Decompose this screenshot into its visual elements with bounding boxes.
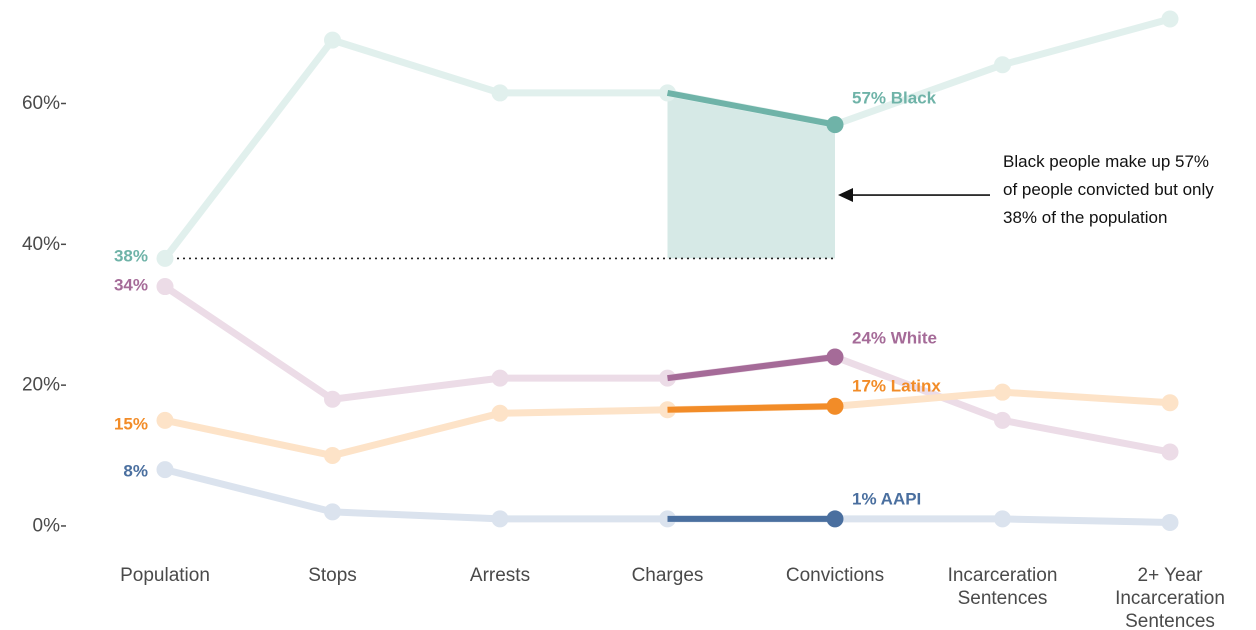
data-point-latinx-6 [1161,394,1179,412]
highlight-point-black [826,116,844,134]
data-point-aapi-1 [324,503,341,521]
x-category-label-line: Convictions [786,565,884,586]
highlight-segment-black [666,89,836,128]
x-category-label: Incarceration Sentences [948,565,1058,609]
x-category-label-line: Sentences [958,588,1048,609]
series-start-label-latinx: 15% [114,415,148,434]
data-point-latinx-0 [156,411,174,429]
data-point-aapi-6 [1161,513,1179,531]
x-category-label: 2+ Year Incarceration Sentences [1115,565,1225,630]
x-category-label-line: Incarceration [1115,588,1225,609]
x-category-label-line: Incarceration [948,565,1058,586]
data-point-white-1 [324,390,341,408]
highlight-point-white [826,348,844,366]
x-category-label: Convictions [786,565,884,586]
series-start-label-white: 34% [114,276,148,295]
x-category-label-line: Population [120,565,210,586]
data-point-white-0 [156,278,174,296]
data-point-latinx-1 [324,447,341,465]
series-start-label-black: 38% [114,247,148,266]
data-point-black-6 [1161,10,1179,28]
data-point-aapi-0 [156,461,174,479]
annotation-text-line: of people convicted but only [1003,180,1214,199]
annotation-text: Black people make up 57% of people convic… [1003,152,1214,227]
series-start-label-aapi: 8% [123,462,148,481]
series-label-layer: 38% 57% Black 34% 24% White 15% 17% Latinx 8% 1… [114,89,941,509]
series-end-label-black: 57% Black [852,89,937,108]
x-category-label: Population [120,565,210,586]
data-point-latinx-2 [491,404,509,422]
y-tick-label: 20% [22,375,60,396]
x-category-label: Arrests [470,565,530,586]
series-end-label-latinx: 17% Latinx [852,377,941,396]
series-end-label-aapi: 1% AAPI [852,490,921,509]
highlight-segment-white [667,353,836,382]
shaded-gap-area [667,92,835,259]
data-point-white-2 [491,369,509,387]
data-point-black-2 [491,84,509,102]
highlight-point-latinx [826,397,844,415]
x-category-label-line: Arrests [470,565,530,586]
x-category-label: Charges [632,565,704,586]
annotation-text-line: 38% of the population [1003,208,1167,227]
y-tick-label: 40% [22,234,60,255]
series-line-faded-white [161,283,1174,456]
data-point-black-5 [994,56,1011,74]
faded-series-layer [156,10,1179,531]
x-category-label-line: Charges [632,565,704,586]
axis-layer: 0% 20% 40% 60% Population Stops Arrests Charges… [22,93,1225,630]
data-point-black-0 [156,249,174,267]
highlight-segment-latinx [667,403,836,413]
highlight-series-layer [666,89,844,528]
data-point-aapi-5 [994,510,1011,528]
data-point-aapi-2 [491,510,509,528]
x-category-label-line: Sentences [1125,611,1215,630]
y-tick-label: 60% [22,93,60,114]
shaded-gap-layer [667,92,835,259]
series-end-label-white: 24% White [852,329,937,348]
annotation-arrowhead [838,188,853,203]
x-category-label-line: Stops [308,565,357,586]
data-point-latinx-5 [994,383,1011,401]
highlight-point-aapi [826,510,844,528]
annotation-text-line: Black people make up 57% [1003,152,1209,171]
x-category-label-line: 2+ Year [1138,565,1204,586]
data-point-black-1 [324,31,341,49]
annotation-layer: Black people make up 57% of people convic… [838,152,1214,227]
data-point-white-6 [1161,443,1179,461]
data-point-white-5 [994,411,1011,429]
y-tick-label: 0% [33,515,61,536]
x-category-label: Stops [308,565,357,586]
